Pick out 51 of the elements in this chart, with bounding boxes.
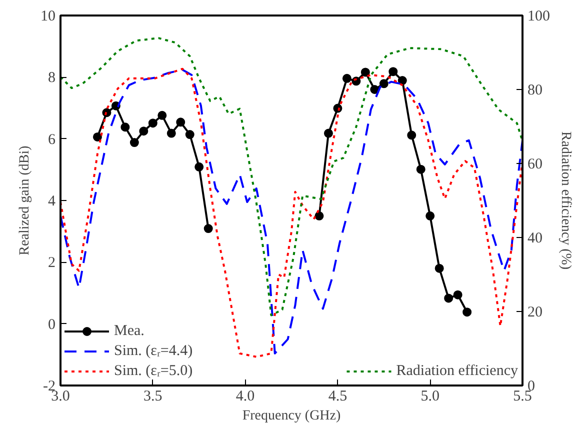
point: [407, 130, 416, 140]
point: [324, 128, 333, 138]
legend-label: Sim. (εᵣ=5.0): [114, 362, 193, 380]
x-tick-label: 3.0: [51, 388, 70, 404]
point: [444, 294, 454, 303]
point: [185, 130, 194, 140]
point: [166, 128, 176, 138]
point: [148, 118, 158, 128]
y2-tick-label: 0: [528, 378, 535, 394]
point: [370, 85, 380, 94]
y-tick-label: 4: [48, 194, 56, 210]
point: [426, 211, 435, 220]
point: [176, 118, 186, 127]
y-tick-label: 0: [48, 316, 56, 333]
y2-tick-label: 40: [528, 230, 542, 246]
y2-tick-label: 100: [528, 8, 550, 24]
point: [388, 67, 398, 76]
x-tick-label: 4.0: [236, 388, 255, 404]
legend-label: Mea.: [114, 322, 144, 340]
y2-axis-title: Radiation efficiency (%): [558, 131, 573, 270]
y2-tick-label: 60: [528, 156, 542, 172]
y2-tick-label: 20: [528, 304, 542, 320]
point: [398, 76, 407, 86]
x-tick-label: 3.5: [144, 388, 162, 404]
point: [158, 110, 167, 120]
point: [130, 138, 139, 148]
legend-label: Sim. (εᵣ=4.4): [114, 342, 193, 360]
point: [416, 164, 426, 174]
x-tick-label: 5.0: [420, 388, 440, 404]
y-tick-label: 10: [40, 8, 56, 24]
point: [342, 74, 352, 83]
line-series: [60, 37, 522, 316]
point: [139, 126, 148, 136]
point: [379, 79, 388, 88]
point: [462, 308, 472, 317]
point: [194, 162, 204, 172]
x-tick-label: 4.5: [328, 388, 348, 404]
y-tick-label: 8: [48, 70, 56, 86]
point: [453, 290, 462, 300]
point: [360, 68, 370, 77]
y-axis-title: Realized gain (dBi): [18, 145, 32, 256]
y2-tick-label: 80: [528, 82, 542, 98]
point: [314, 211, 324, 220]
y-tick-label: 2: [48, 255, 56, 272]
y-tick-label: 6: [48, 132, 56, 148]
x-axis-title: Frequency (GHz): [242, 408, 342, 424]
point: [92, 132, 102, 142]
point: [204, 224, 213, 234]
point: [120, 122, 130, 132]
point: [434, 264, 444, 273]
legend-label: Radiation efficiency: [396, 362, 518, 380]
